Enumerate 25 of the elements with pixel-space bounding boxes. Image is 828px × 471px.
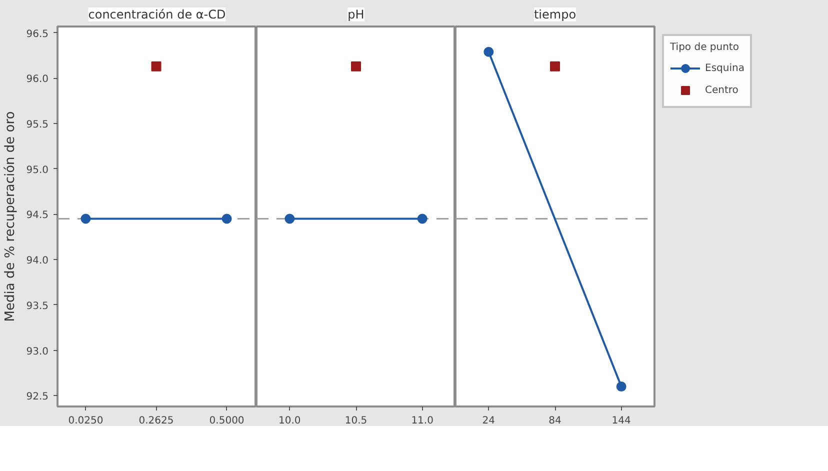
y-tick-label: 94.0: [26, 256, 48, 267]
y-tick-label: 93.0: [26, 346, 48, 358]
y-tick-label: 96.5: [26, 28, 48, 40]
y-tick-label: 95.0: [26, 164, 48, 176]
y-tick-label: 96.0: [26, 74, 48, 86]
x-tick-label: 11.0: [411, 416, 434, 426]
x-tick-label: 0.2625: [138, 416, 174, 426]
x-tick-label: 10.0: [278, 416, 301, 426]
x-tick-label: 24: [482, 416, 496, 426]
x-tick-label: 84: [548, 416, 562, 426]
x-tick-label: 0.5000: [209, 416, 244, 426]
legend-label: Esquina: [705, 62, 744, 74]
legend-label: Centro: [705, 84, 738, 96]
x-tick-label: 144: [612, 416, 631, 426]
y-tick-label: 94.5: [26, 210, 48, 222]
chart-title: pH: [348, 8, 364, 22]
x-tick-label: 0.0250: [68, 416, 104, 426]
y-tick-label: 92.5: [26, 392, 48, 403]
legend-title: Tipo de punto: [670, 42, 740, 53]
chart-title: tiempo: [534, 8, 576, 22]
chart-title: concentración de α-CD: [88, 8, 226, 22]
x-tick-label: 10.5: [344, 416, 368, 426]
y-axis-title: Media de % recuperación de oro: [3, 111, 18, 322]
y-tick-label: 95.5: [26, 120, 48, 131]
y-tick-label: 93.5: [26, 300, 48, 312]
